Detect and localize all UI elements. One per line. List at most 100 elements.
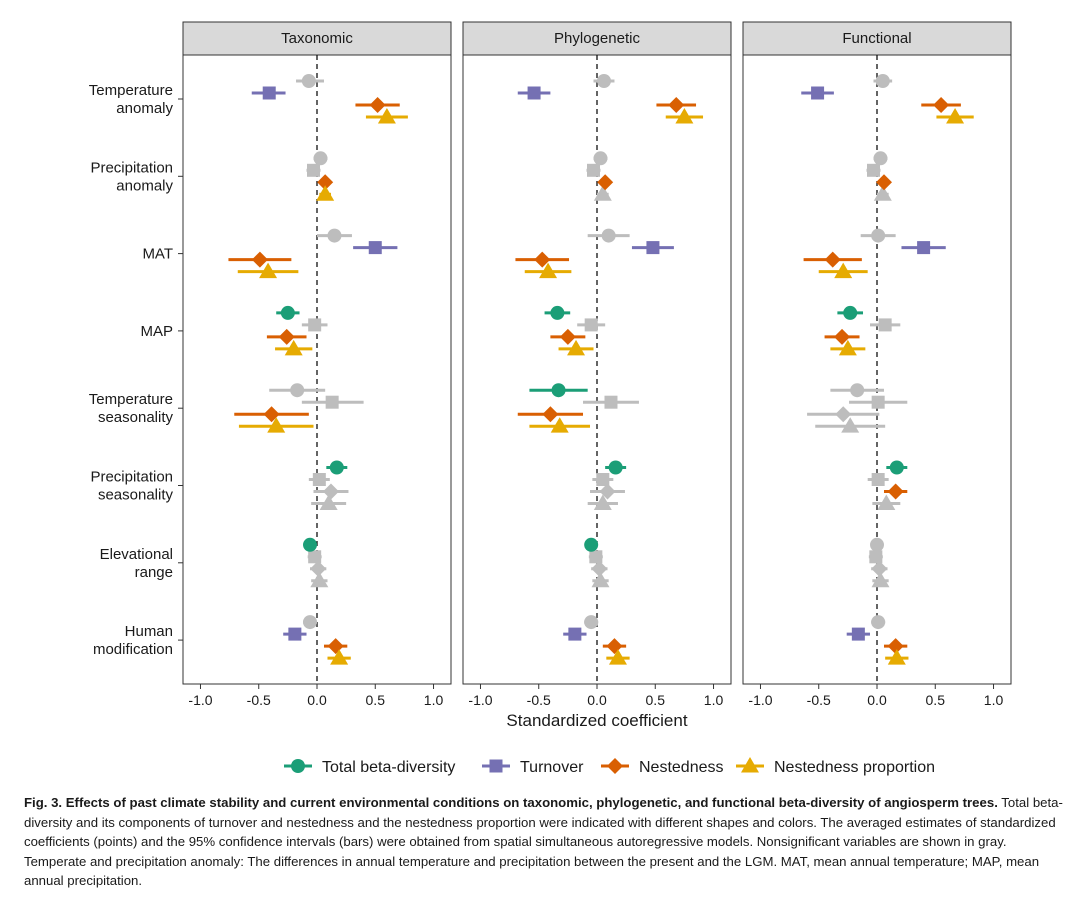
point-estimate	[330, 649, 349, 665]
point-estimate	[319, 494, 338, 510]
point-estimate	[534, 251, 551, 268]
point-estimate	[280, 305, 295, 320]
legend-label: Turnover	[520, 759, 584, 776]
point-estimate	[584, 537, 599, 552]
legend-marker	[741, 757, 759, 773]
point-estimate	[850, 383, 865, 398]
point-estimate	[604, 395, 618, 409]
legend-item: Nestedness	[601, 758, 724, 776]
point-estimate	[843, 305, 858, 320]
point-estimate	[307, 163, 321, 177]
point-estimate	[559, 328, 576, 345]
point-estimate	[368, 241, 382, 255]
x-tick-label: -0.5	[527, 692, 551, 708]
point-estimate	[946, 108, 965, 124]
x-tick-label: 0.0	[307, 692, 327, 708]
point-estimate	[587, 163, 601, 177]
x-tick-label: 0.5	[366, 692, 386, 708]
point-estimate	[288, 627, 302, 641]
point-estimate	[527, 86, 541, 100]
point-estimate	[887, 649, 906, 665]
point-estimate	[312, 473, 326, 486]
legend-label: Nestedness	[639, 759, 724, 776]
point-estimate	[327, 638, 344, 655]
legend-marker	[607, 758, 623, 774]
point-estimate	[584, 615, 599, 630]
point-estimate	[310, 560, 327, 577]
panel-strip	[182, 21, 452, 56]
point-estimate	[917, 241, 931, 255]
point-estimate	[542, 406, 559, 423]
point-estimate	[608, 649, 627, 665]
point-estimate	[316, 185, 335, 201]
point-estimate	[875, 74, 890, 88]
point-estimate	[591, 560, 608, 577]
category-label: Precipitation	[90, 469, 173, 486]
point-estimate	[550, 305, 565, 320]
point-estimate	[887, 638, 904, 655]
point-estimate	[838, 339, 857, 356]
point-estimate	[646, 241, 660, 255]
point-estimate	[584, 318, 598, 332]
legend-item: Nestedness proportion	[736, 757, 935, 776]
point-estimate	[263, 406, 280, 423]
point-estimate	[599, 483, 616, 500]
caption-title: Fig. 3. Effects of past climate stabilit…	[24, 795, 998, 810]
point-estimate	[301, 74, 316, 88]
point-estimate	[308, 550, 322, 564]
category-label: MAT	[142, 246, 173, 263]
x-tick-label: 1.0	[704, 692, 724, 708]
point-estimate	[325, 395, 339, 409]
x-tick-label: -1.0	[748, 692, 772, 708]
point-estimate	[675, 108, 694, 124]
point-estimate	[593, 494, 612, 510]
x-tick-label: -0.5	[807, 692, 831, 708]
category-label: range	[135, 564, 173, 581]
x-tick-label: -0.5	[247, 692, 271, 708]
point-estimate	[597, 174, 614, 191]
category-label: MAP	[140, 323, 173, 340]
point-estimate	[329, 460, 344, 475]
point-estimate	[841, 417, 860, 433]
point-estimate	[606, 638, 623, 655]
point-estimate	[889, 460, 904, 475]
panel-strip	[742, 21, 1012, 56]
point-estimate	[873, 151, 888, 166]
point-estimate	[834, 262, 853, 279]
point-estimate	[267, 417, 286, 433]
point-estimate	[551, 383, 566, 398]
point-estimate	[567, 339, 586, 356]
x-tick-label: 0.5	[926, 692, 946, 708]
category-label: anomaly	[116, 177, 173, 194]
point-estimate	[867, 163, 881, 177]
point-estimate	[873, 185, 892, 201]
category-label: seasonality	[98, 487, 174, 504]
x-tick-label: 0.0	[867, 692, 887, 708]
x-tick-label: -1.0	[468, 692, 492, 708]
point-estimate	[593, 151, 608, 166]
point-estimate	[278, 328, 295, 345]
panel-phylogenetic: Phylogenetic -1.0 -0.5 0.0 0.5 1.0	[462, 21, 732, 708]
x-tick-label: -1.0	[188, 692, 212, 708]
x-tick-label: 1.0	[984, 692, 1004, 708]
point-estimate	[589, 550, 603, 564]
point-estimate	[875, 174, 892, 191]
legend-marker	[291, 759, 305, 773]
point-estimate	[824, 251, 841, 268]
point-estimate	[668, 97, 685, 113]
point-estimate	[591, 571, 610, 588]
point-estimate	[251, 251, 268, 268]
legend-marker	[489, 759, 503, 773]
point-estimate	[871, 395, 885, 409]
panel-functional: Functional -1.0 -0.5 0.0 0.5 1.0	[742, 21, 1012, 708]
legend-label: Nestedness proportion	[774, 759, 935, 776]
figure-caption: Fig. 3. Effects of past climate stabilit…	[24, 793, 1070, 891]
point-estimate	[303, 537, 318, 552]
point-estimate	[933, 97, 950, 113]
category-label: Precipitation	[90, 159, 173, 176]
category-label: Human	[125, 623, 173, 640]
legend-label: Total beta-diversity	[322, 759, 455, 776]
point-estimate	[593, 185, 612, 201]
point-estimate	[608, 460, 623, 475]
category-label: Temperature	[89, 391, 173, 408]
